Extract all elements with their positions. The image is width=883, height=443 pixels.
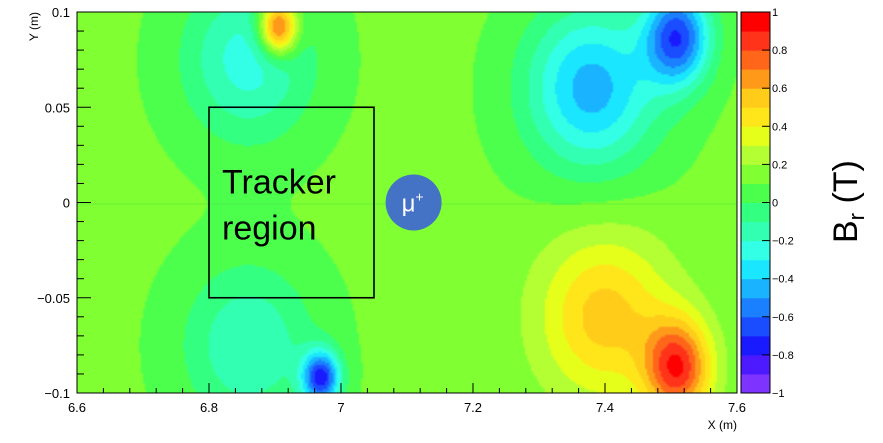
- y-tick-label: 0.05: [45, 100, 70, 115]
- y-tick-label: 0: [63, 196, 70, 211]
- colorbar-swatch: [741, 69, 770, 89]
- colorbar-swatch: [741, 145, 770, 165]
- colorbar-tick-label: −0.6: [772, 312, 794, 324]
- colorbar-swatch: [741, 259, 770, 280]
- tracker-region-box: [208, 106, 375, 299]
- muon-charge: +: [415, 189, 423, 205]
- colorbar-tick-label: 0.6: [772, 83, 787, 95]
- x-tick-label: 6.8: [200, 400, 218, 415]
- x-tick-label: 7.6: [728, 400, 746, 415]
- y-axis: −0.1 −0.05 0 0.05 0.1: [37, 5, 91, 401]
- colorbar-swatch: [741, 31, 770, 51]
- colorbar-tick-label: −0.8: [772, 350, 794, 362]
- colorbar: 1 0.8 0.6 0.4 0.2 0 −0.2 −0.4 −0.6 −0.8 −1: [740, 7, 794, 400]
- colorbar-swatch: [741, 88, 770, 108]
- colorbar-swatch: [741, 50, 770, 70]
- colorbar-title-main: B: [827, 220, 865, 243]
- muon-label: μ+: [402, 189, 424, 218]
- x-axis: 6.6 6.8 7 7.2 7.4 7.6: [68, 383, 746, 415]
- tracker-label-line2: region: [222, 209, 317, 247]
- colorbar-swatch: [741, 240, 770, 261]
- colorbar-swatch: [741, 354, 770, 375]
- colorbar-tick-label: 0.4: [772, 121, 787, 133]
- colorbar-swatch: [741, 221, 770, 242]
- y-tick-label: −0.1: [44, 386, 70, 401]
- colorbar-swatch: [741, 278, 770, 299]
- colorbar-swatch: [741, 202, 770, 223]
- y-tick-label: −0.05: [37, 291, 70, 306]
- colorbar-tick-label: −0.2: [772, 236, 794, 248]
- y-axis-title: Y (m): [27, 12, 41, 41]
- colorbar-title-unit: (T): [827, 160, 865, 213]
- colorbar-tick-label: −0.4: [772, 274, 794, 286]
- colorbar-swatch: [741, 335, 770, 356]
- muon-circle: [385, 174, 442, 231]
- y-tick-label: 0.1: [52, 5, 70, 20]
- x-tick-label: 6.6: [68, 400, 86, 415]
- colorbar-tick-label: 0.8: [772, 45, 787, 57]
- x-tick-label: 7.2: [464, 400, 482, 415]
- muon-symbol: μ: [402, 191, 416, 218]
- colorbar-tick-label: −1: [772, 388, 785, 400]
- muon-marker: μ+: [385, 174, 442, 231]
- colorbar-title-sub: r: [844, 213, 869, 220]
- colorbar-swatch: [741, 12, 770, 32]
- colorbar-swatch: [741, 373, 770, 394]
- colorbar-swatch: [741, 183, 770, 203]
- x-tick-label: 7: [337, 400, 344, 415]
- colorbar-tick-label: 1: [772, 7, 778, 19]
- colorbar-swatch: [741, 297, 770, 318]
- x-axis-title: X (m): [708, 418, 737, 432]
- colorbar-swatch: [741, 126, 770, 146]
- tracker-label-line1: Tracker: [222, 163, 336, 201]
- colorbar-tick-label: 0.2: [772, 159, 787, 171]
- colorbar-title: Br (T): [827, 160, 869, 243]
- colorbar-tick-label: 0: [772, 198, 778, 210]
- colorbar-swatch: [741, 107, 770, 127]
- colorbar-swatch: [741, 164, 770, 184]
- colorbar-swatch: [741, 316, 770, 337]
- x-tick-label: 7.4: [596, 400, 614, 415]
